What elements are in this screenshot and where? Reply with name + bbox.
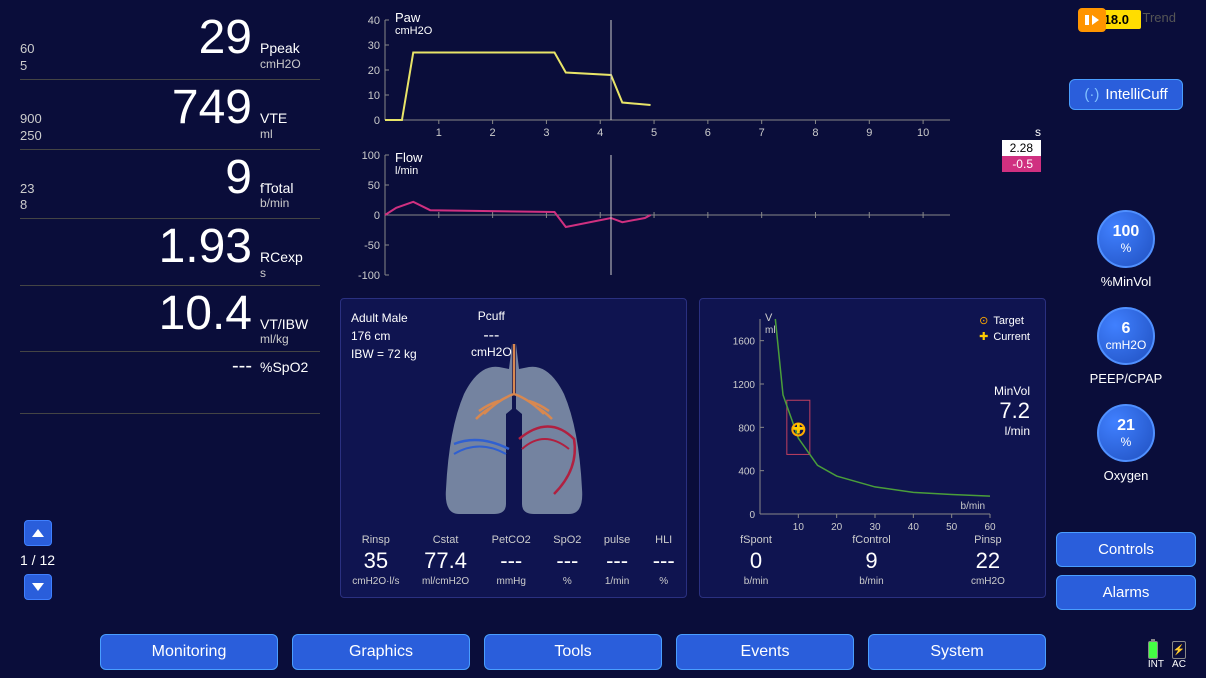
ac-plug-icon: ⚡ bbox=[1172, 641, 1186, 659]
minvol-value: 7.2 bbox=[994, 398, 1030, 424]
curve-stat: fControl9b/min bbox=[852, 534, 891, 587]
lung-stat: pulse---1/min bbox=[604, 534, 630, 587]
svg-text:-100: -100 bbox=[358, 270, 380, 280]
flow-unit: l/min bbox=[395, 165, 422, 177]
svg-text:30: 30 bbox=[368, 40, 380, 52]
svg-text:✚: ✚ bbox=[792, 421, 804, 437]
svg-text:40: 40 bbox=[368, 15, 380, 27]
nav-events-button[interactable]: Events bbox=[676, 634, 854, 670]
knob-minvol[interactable]: 100%%MinVol bbox=[1097, 210, 1155, 289]
patient-type: Adult Male bbox=[351, 309, 676, 327]
svg-text:7: 7 bbox=[759, 127, 765, 139]
vital-vtibw: 10.4 VT/IBWml/kg bbox=[20, 286, 320, 352]
svg-text:20: 20 bbox=[368, 65, 380, 77]
alarms-button[interactable]: Alarms bbox=[1056, 575, 1196, 610]
svg-text:0: 0 bbox=[374, 115, 380, 127]
page-down-button[interactable] bbox=[24, 574, 52, 600]
curve-panel[interactable]: Vml 1600 1200 800 400 0 10 20 30 40 50 60 b/min ✚ ⊙Ta… bbox=[699, 298, 1046, 598]
flow-label: Flow bbox=[395, 150, 422, 165]
svg-text:0: 0 bbox=[749, 510, 755, 521]
svg-text:100: 100 bbox=[362, 150, 380, 162]
svg-text:10: 10 bbox=[368, 90, 380, 102]
svg-text:4: 4 bbox=[597, 127, 603, 139]
svg-text:50: 50 bbox=[946, 522, 958, 533]
lung-icon bbox=[424, 339, 604, 519]
trend-label: Trend bbox=[1143, 10, 1176, 25]
status-icons: INT ⚡AC bbox=[1148, 641, 1186, 670]
lung-stat: Cstat77.4ml/cmH2O bbox=[422, 534, 469, 587]
svg-text:6: 6 bbox=[705, 127, 711, 139]
curve-stat: fSpont0b/min bbox=[740, 534, 772, 587]
svg-text:9: 9 bbox=[866, 127, 872, 139]
svg-text:1: 1 bbox=[436, 127, 442, 139]
svg-text:5: 5 bbox=[651, 127, 657, 139]
vital-ppeak: 605 29 PpeakcmH2O bbox=[20, 10, 320, 80]
svg-text:20: 20 bbox=[831, 522, 843, 533]
knob-peepcpap[interactable]: 6cmH2OPEEP/CPAP bbox=[1090, 307, 1163, 386]
s-label: s bbox=[1035, 125, 1041, 139]
nav-tools-button[interactable]: Tools bbox=[484, 634, 662, 670]
freeze-button[interactable] bbox=[1078, 8, 1106, 32]
lung-panel[interactable]: Adult Male 176 cm IBW = 72 kg Pcuff --- … bbox=[340, 298, 687, 598]
svg-text:3: 3 bbox=[543, 127, 549, 139]
svg-text:60: 60 bbox=[984, 522, 996, 533]
svg-text:800: 800 bbox=[738, 423, 755, 434]
vital-low: 5 bbox=[20, 58, 65, 75]
lung-stat: PetCO2---mmHg bbox=[492, 534, 531, 587]
svg-text:2: 2 bbox=[490, 127, 496, 139]
controls-button[interactable]: Controls bbox=[1056, 532, 1196, 567]
svg-text:1200: 1200 bbox=[733, 380, 756, 391]
knob-oxygen[interactable]: 21%Oxygen bbox=[1097, 404, 1155, 483]
vital-rcexp: 1.93 RCexps bbox=[20, 219, 320, 285]
paw-waveform[interactable]: PawcmH2O 40302010012345678910 s 2.28 -0.… bbox=[340, 10, 1046, 140]
intellicuff-button[interactable]: (·) IntelliCuff bbox=[1069, 79, 1182, 110]
svg-text:400: 400 bbox=[738, 467, 755, 478]
svg-text:30: 30 bbox=[869, 522, 881, 533]
minvol-unit: l/min bbox=[994, 424, 1030, 438]
vital-unit: cmH2O bbox=[260, 57, 320, 71]
nav-graphics-button[interactable]: Graphics bbox=[292, 634, 470, 670]
svg-text:ml: ml bbox=[765, 325, 776, 336]
vitals-panel: 605 29 PpeakcmH2O 900250 749 VTEml 238 9… bbox=[0, 0, 340, 630]
svg-text:0: 0 bbox=[374, 210, 380, 222]
paw-unit: cmH2O bbox=[395, 25, 432, 37]
paw-label: Paw bbox=[395, 10, 432, 25]
lung-stat: Rinsp35cmH2O·l/s bbox=[352, 534, 399, 587]
pager-text: 1 / 12 bbox=[20, 552, 55, 568]
svg-text:40: 40 bbox=[908, 522, 920, 533]
intellicuff-icon: (·) bbox=[1084, 86, 1099, 103]
center-panel: PawcmH2O 40302010012345678910 s 2.28 -0.… bbox=[340, 0, 1046, 630]
vital-label: Ppeak bbox=[260, 40, 320, 57]
page-up-button[interactable] bbox=[24, 520, 52, 546]
vital-ftotal: 238 9 fTotalb/min bbox=[20, 150, 320, 220]
vital-high: 60 bbox=[20, 41, 65, 58]
curve-legend: ⊙Target✚Current bbox=[979, 314, 1030, 346]
svg-text:V: V bbox=[765, 312, 773, 324]
vital-spo2: --- %SpO2 bbox=[20, 352, 320, 414]
pager: 1 / 12 bbox=[20, 520, 55, 600]
svg-text:10: 10 bbox=[793, 522, 805, 533]
svg-text:50: 50 bbox=[368, 180, 380, 192]
pcuff-label: Pcuff bbox=[471, 309, 512, 323]
svg-text:10: 10 bbox=[917, 127, 929, 139]
svg-text:1600: 1600 bbox=[733, 337, 756, 348]
svg-text:b/min: b/min bbox=[961, 501, 985, 512]
minvol-label: MinVol bbox=[994, 384, 1030, 398]
nav-monitoring-button[interactable]: Monitoring bbox=[100, 634, 278, 670]
battery-icon bbox=[1148, 641, 1158, 659]
right-panel: 18.0 Trend (·) IntelliCuff 100%%MinVol6c… bbox=[1046, 0, 1206, 630]
vital-vte: 900250 749 VTEml bbox=[20, 80, 320, 150]
lung-stat: HLI---% bbox=[653, 534, 675, 587]
svg-text:-50: -50 bbox=[364, 240, 380, 252]
flow-waveform[interactable]: Flowl/min 100 50 0 -50 -100 bbox=[340, 150, 1046, 280]
svg-text:8: 8 bbox=[812, 127, 818, 139]
vital-value: 29 bbox=[65, 14, 260, 62]
nav-system-button[interactable]: System bbox=[868, 634, 1046, 670]
lung-stat: SpO2---% bbox=[553, 534, 581, 587]
curve-stat: Pinsp22cmH2O bbox=[971, 534, 1005, 587]
bottom-nav: Monitoring Graphics Tools Events System bbox=[100, 634, 1046, 670]
